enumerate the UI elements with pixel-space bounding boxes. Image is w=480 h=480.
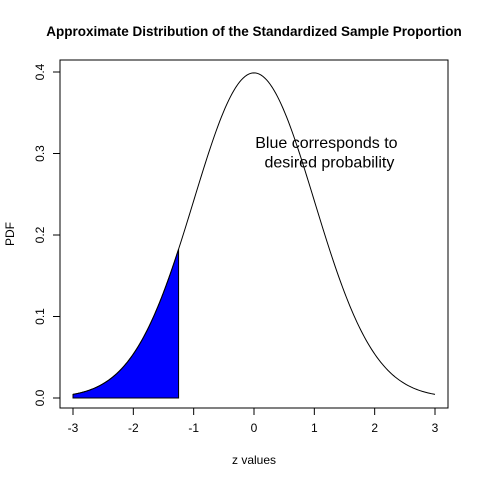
density-line [72,72,436,395]
y-tick-label: 0.1 [33,308,47,325]
x-tick-label: 0 [251,421,258,435]
annotation-text: Blue corresponds to [255,135,397,152]
shaded-region [72,248,180,399]
x-axis-label: z values [232,453,276,467]
shaded-area [72,248,180,399]
density-curve [72,72,436,395]
x-tick-label: 3 [432,421,439,435]
x-axis: -3 -2 -1 0 1 2 3 [68,407,439,435]
y-tick-label: 0.0 [33,389,47,406]
annotations: Blue corresponds to desired probability [255,135,397,172]
y-tick-label: 0.2 [33,226,47,243]
x-tick-label: -2 [128,421,139,435]
plot-frame [59,59,449,409]
y-tick-label: 0.3 [33,145,47,162]
x-tick-label: 2 [371,421,378,435]
chart-title: Approximate Distribution of the Standard… [46,24,462,39]
x-tick-label: -3 [68,421,79,435]
annotation-text: desired probability [264,154,394,171]
x-tick-label: 1 [311,421,318,435]
x-tick-label: -1 [188,421,199,435]
y-axis: 0.0 0.1 0.2 0.3 0.4 [33,63,61,406]
y-tick-label: 0.4 [33,63,47,80]
y-axis-label: PDF [3,222,17,246]
